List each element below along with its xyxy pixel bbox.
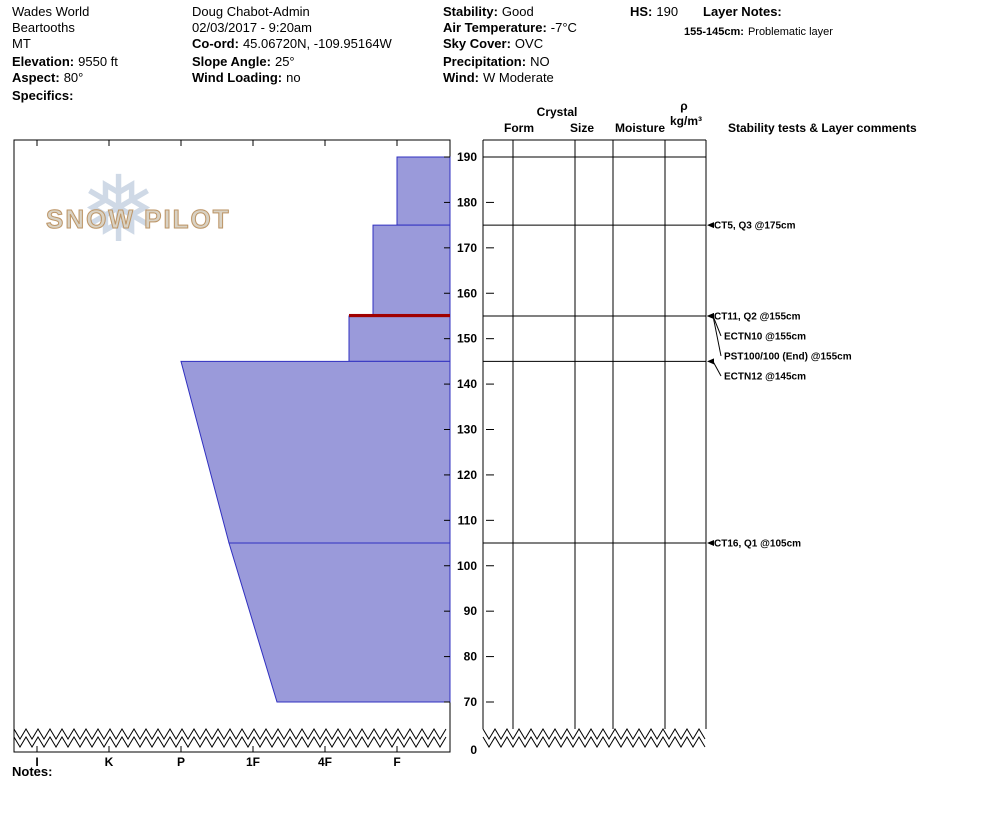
elevation: Elevation: 9550 ft <box>12 54 118 69</box>
stability-test-label: ECTN10 @155cm <box>724 331 806 342</box>
column-header-size: Size <box>569 121 595 135</box>
depth-break-zigzag <box>13 736 447 748</box>
pit-name: Wades World <box>12 4 90 19</box>
test-arrowhead <box>707 312 714 319</box>
stability-test-label: CT16, Q1 @105cm <box>714 539 801 550</box>
hardness-label: F <box>393 755 400 769</box>
specifics: Specifics: <box>12 88 74 103</box>
column-header-density-units: kg/m³ <box>669 114 703 128</box>
depth-label: 140 <box>457 377 477 391</box>
stability-test-label: CT11, Q2 @155cm <box>714 311 801 322</box>
depth-label: 170 <box>457 241 477 255</box>
snow-layer <box>396 156 451 226</box>
test-arrowhead <box>707 540 714 547</box>
hardness-label: I <box>35 755 38 769</box>
depth-break-zigzag <box>13 728 447 740</box>
stability-test-label: CT5, Q3 @175cm <box>714 221 796 232</box>
depth-label: 70 <box>464 695 478 709</box>
wind-loading: Wind Loading: no <box>192 70 301 85</box>
aspect: Aspect: 80° <box>12 70 84 85</box>
depth-label: 130 <box>457 423 477 437</box>
stability-test-label: PST100/100 (End) @155cm <box>724 351 852 362</box>
depth-zero-label: 0 <box>470 743 477 757</box>
snow-layer <box>180 360 451 544</box>
depth-label: 160 <box>457 286 477 300</box>
snow-layer <box>348 315 451 362</box>
layer-note: 155-145cm: Problematic layer <box>684 26 833 38</box>
depth-label: 150 <box>457 332 477 346</box>
hardness-label: K <box>105 755 114 769</box>
depth-break-zigzag <box>482 736 706 748</box>
depth-label: 190 <box>457 150 477 164</box>
test-arrowhead <box>707 222 714 229</box>
notes-heading: Notes: <box>12 764 53 779</box>
total-snow-height: HS: 190 <box>630 4 679 19</box>
depth-label: 180 <box>457 195 477 209</box>
mountain-range: Beartooths <box>12 20 75 35</box>
layer-notes-heading: Layer Notes: <box>703 4 782 19</box>
flagged-layer-line <box>349 313 450 318</box>
snow-layer <box>228 542 451 703</box>
stability-rating: Stability: Good <box>443 4 534 19</box>
depth-label: 100 <box>457 559 477 573</box>
wind: Wind: W Moderate <box>443 70 554 85</box>
state: MT <box>12 36 31 51</box>
test-leader-line <box>712 315 722 357</box>
sky-cover: Sky Cover: OVC <box>443 36 544 51</box>
observer-name: Doug Chabot-Admin <box>192 4 310 19</box>
snow-layer <box>372 224 451 317</box>
air-temperature: Air Temperature: -7°C <box>443 20 577 35</box>
pit-datetime: 02/03/2017 - 9:20am <box>192 20 312 35</box>
column-header-form: Form <box>504 121 534 135</box>
column-header-moisture: Moisture <box>614 121 666 135</box>
depth-label: 90 <box>464 604 478 618</box>
coordinates: Co-ord: 45.06720N, -109.95164W <box>192 36 392 51</box>
column-header-stability-tests: Stability tests & Layer comments <box>728 121 917 135</box>
hardness-label: 1F <box>246 755 260 769</box>
column-header-density-symbol: ρ <box>680 99 688 113</box>
hardness-label: P <box>177 755 185 769</box>
slope-angle: Slope Angle: 25° <box>192 54 295 69</box>
depth-label: 80 <box>464 650 478 664</box>
column-header-crystal: Crystal <box>536 105 578 119</box>
depth-label: 110 <box>458 513 478 527</box>
stability-test-label: ECTN12 @145cm <box>724 371 806 382</box>
precipitation: Precipitation: NO <box>443 54 550 69</box>
depth-break-zigzag <box>482 728 706 740</box>
test-arrowhead <box>707 358 714 365</box>
test-leader-line <box>712 361 722 377</box>
test-leader-line <box>712 315 722 337</box>
hardness-label: 4F <box>318 755 332 769</box>
depth-label: 120 <box>457 468 477 482</box>
